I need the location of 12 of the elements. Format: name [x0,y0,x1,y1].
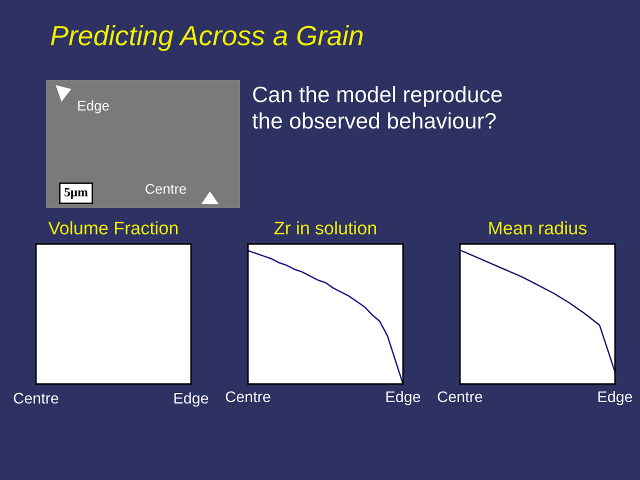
x-tick-label: Centre [438,391,482,402]
text: Edge [78,100,109,114]
x-tick-label: Edge [598,390,632,406]
text: Centre [146,184,186,194]
x-tick-label: Edge [386,390,420,406]
text: Can the model reproduce the observed behaviour? [252,86,502,129]
chart-title: Zr in solution [274,221,376,234]
text: Volume Fraction [48,221,178,234]
x-tick-label: Centre [226,391,270,402]
text: 5µm [64,188,88,199]
text: Predicting Across a Grain [50,25,363,51]
chart-title: Mean radius [489,221,587,234]
